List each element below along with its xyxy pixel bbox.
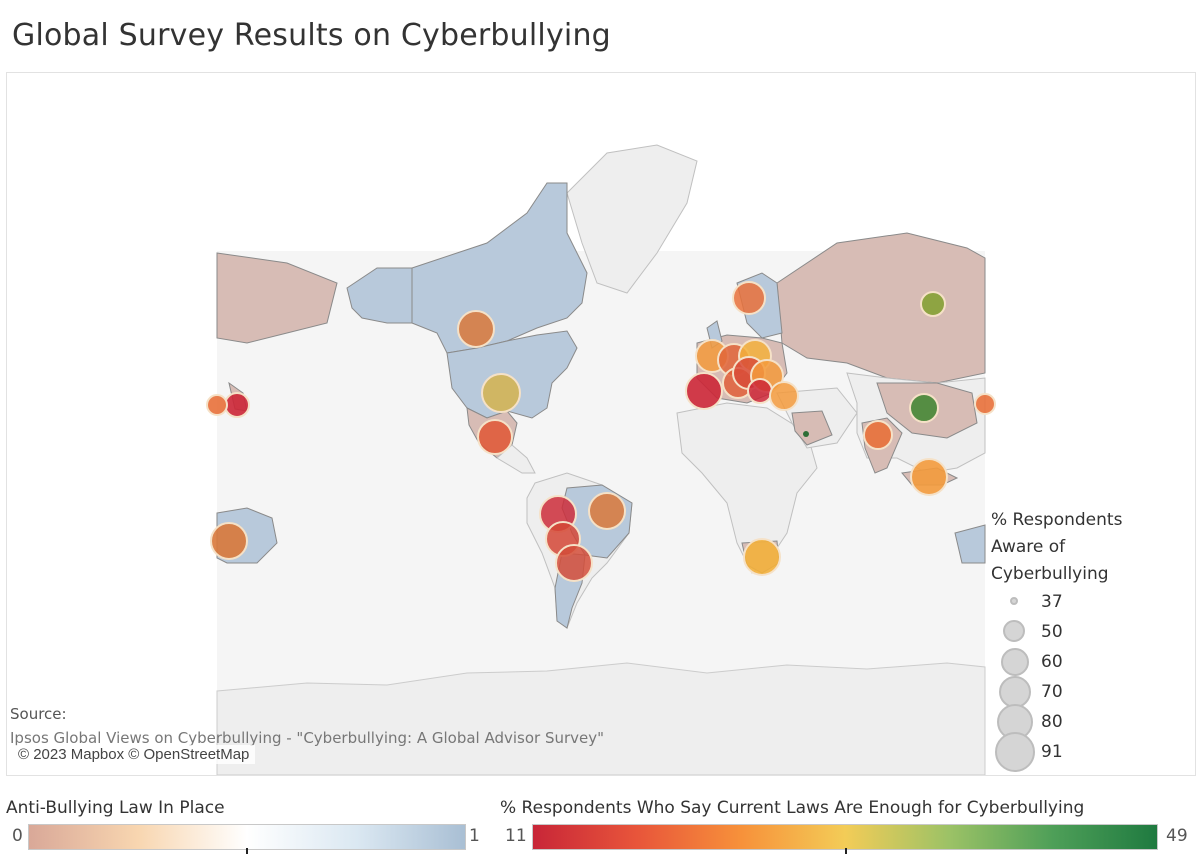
bubble-south-korea[interactable] xyxy=(974,393,996,415)
source-note: Source: Ipsos Global Views on Cyberbully… xyxy=(10,705,604,747)
law-legend: Anti-Bullying Law In Place 0 1 xyxy=(6,798,480,854)
bubble-saudi-arabia[interactable] xyxy=(803,431,809,437)
bubble-mexico[interactable] xyxy=(477,419,513,455)
size-legend-value: 91 xyxy=(1041,742,1063,762)
country-antarctica[interactable] xyxy=(216,662,986,775)
bubble-turkey[interactable] xyxy=(769,381,799,411)
size-legend-title-1: % Respondents xyxy=(991,510,1123,530)
bubble-russia[interactable] xyxy=(920,291,946,317)
country-russia[interactable] xyxy=(776,232,986,384)
laws-enough-legend: % Respondents Who Say Current Laws Are E… xyxy=(500,798,1188,854)
size-legend-value: 80 xyxy=(1041,712,1063,732)
world-map[interactable]: Source: Ipsos Global Views on Cyberbully… xyxy=(6,72,1196,776)
bubble-italy[interactable] xyxy=(747,378,773,404)
bubble-indonesia[interactable] xyxy=(910,458,948,496)
page-title: Global Survey Results on Cyberbullying xyxy=(12,18,611,53)
country-saudi-arabia[interactable] xyxy=(791,410,833,446)
size-legend-value: 50 xyxy=(1041,622,1063,642)
country-usa-alaska[interactable] xyxy=(346,267,413,324)
bubble-south-africa[interactable] xyxy=(743,538,781,576)
size-legend-row: 91 xyxy=(991,732,1191,772)
country-russia-east[interactable] xyxy=(216,252,338,344)
law-legend-max: 1 xyxy=(469,826,480,846)
bubble-south-korea-wrap[interactable] xyxy=(206,394,228,416)
laws-enough-legend-ramp[interactable] xyxy=(532,824,1158,850)
law-legend-tick xyxy=(246,848,248,854)
law-legend-title: Anti-Bullying Law In Place xyxy=(6,798,225,818)
size-legend-circle xyxy=(1001,648,1029,676)
size-legend-circle xyxy=(1010,597,1018,605)
bubble-brazil[interactable] xyxy=(588,492,626,530)
source-text: Ipsos Global Views on Cyberbullying - "C… xyxy=(10,729,605,747)
size-legend-row: 37 xyxy=(991,588,1191,618)
size-legend-value: 37 xyxy=(1041,592,1063,612)
bubble-japan[interactable] xyxy=(224,392,250,418)
bubble-canada[interactable] xyxy=(457,310,495,348)
map-attribution[interactable]: © 2023 Mapbox © OpenStreetMap xyxy=(12,745,256,764)
size-legend-circle xyxy=(1003,620,1025,642)
bubble-argentina[interactable] xyxy=(555,544,593,582)
laws-enough-legend-max: 49 xyxy=(1166,826,1188,846)
size-legend-title-2: Aware of xyxy=(991,537,1066,557)
size-legend-row: 60 xyxy=(991,648,1191,678)
bubble-spain[interactable] xyxy=(685,372,723,410)
size-legend-row: 50 xyxy=(991,618,1191,648)
laws-enough-legend-min: 11 xyxy=(505,826,527,846)
source-label: Source: xyxy=(10,705,67,723)
size-legend-value: 60 xyxy=(1041,652,1063,672)
laws-enough-legend-title: % Respondents Who Say Current Laws Are E… xyxy=(500,798,1085,818)
country-australia-east[interactable] xyxy=(954,524,986,564)
size-legend-circle xyxy=(995,732,1035,772)
size-legend-row: 70 xyxy=(991,676,1191,708)
bubble-usa[interactable] xyxy=(481,373,521,413)
laws-enough-legend-tick xyxy=(845,848,847,854)
bubble-india[interactable] xyxy=(863,420,893,450)
bubble-china[interactable] xyxy=(909,393,939,423)
bubble-australia[interactable] xyxy=(210,522,248,560)
size-legend-title-3: Cyberbullying xyxy=(991,564,1109,584)
size-legend-value: 70 xyxy=(1041,682,1063,702)
country-canada[interactable] xyxy=(411,182,588,354)
law-legend-ramp[interactable] xyxy=(28,824,466,850)
country-greenland[interactable] xyxy=(566,144,698,294)
size-legend: % Respondents Aware of Cyberbullying 37 … xyxy=(991,507,1191,772)
map-canvas[interactable] xyxy=(7,73,1195,775)
survey-bubbles[interactable] xyxy=(206,281,996,582)
law-legend-min: 0 xyxy=(12,826,23,846)
bubble-sweden[interactable] xyxy=(732,281,766,315)
